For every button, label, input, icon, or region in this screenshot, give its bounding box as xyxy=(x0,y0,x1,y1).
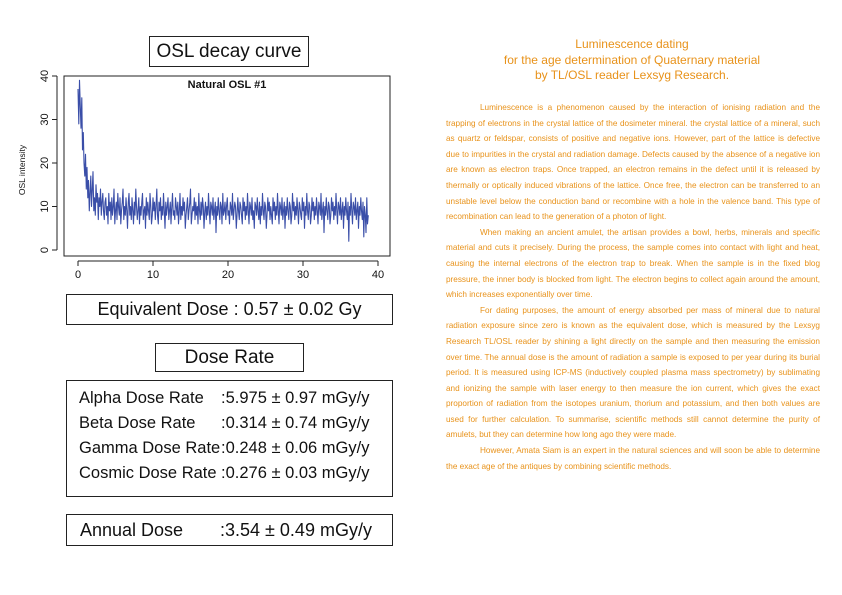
x-tick-label: 40 xyxy=(372,269,384,281)
dose-rate-row: Beta Dose Rate :0.314 ± 0.74 mGy/y xyxy=(79,414,369,433)
dose-rate-title: Dose Rate xyxy=(184,346,275,368)
y-tick-label: 30 xyxy=(39,113,51,125)
dose-rate-value: :0.314 ± 0.74 mGy/y xyxy=(221,414,370,432)
dose-rate-value: :0.276 ± 0.03 mGy/y xyxy=(221,464,370,482)
article-title: Luminescence dating for the age determin… xyxy=(440,37,824,84)
chart-title-box: OSL decay curve xyxy=(149,36,309,67)
x-axis: 0 10 20 30 40 xyxy=(75,260,384,281)
x-tick-label: 0 xyxy=(75,269,81,281)
annual-dose-label: Annual Dose xyxy=(80,520,184,540)
chart-title: OSL decay curve xyxy=(156,40,302,62)
article-body: Luminescence is a phenomenon caused by t… xyxy=(446,100,820,474)
x-tick-label: 20 xyxy=(222,269,234,281)
y-tick-label: 0 xyxy=(39,247,51,253)
article-title-line: by TL/OSL reader Lexsyg Research. xyxy=(534,68,730,82)
dose-rate-label: Alpha Dose Rate xyxy=(79,389,204,407)
article-title-line: for the age determination of Quaternary … xyxy=(503,52,761,67)
dose-rate-row: Alpha Dose Rate :5.975 ± 0.97 mGy/y xyxy=(79,389,369,408)
x-tick-label: 30 xyxy=(297,269,309,281)
dose-rate-row: Cosmic Dose Rate:0.276 ± 0.03 mGy/y xyxy=(79,464,369,483)
equivalent-dose-value: : 0.57 ± 0.02 Gy xyxy=(233,299,362,319)
article-paragraph: Luminescence is a phenomenon caused by t… xyxy=(446,103,820,222)
y-axis: 0 10 20 30 40 xyxy=(39,70,58,253)
article-paragraph: For dating purposes, the amount of energ… xyxy=(446,305,820,440)
dose-rate-title-box: Dose Rate xyxy=(155,343,304,372)
dose-rate-label: Beta Dose Rate xyxy=(79,414,196,432)
article-paragraph: When making an ancient amulet, the artis… xyxy=(446,227,820,300)
dose-rate-table: Alpha Dose Rate :5.975 ± 0.97 mGy/y Beta … xyxy=(66,380,393,497)
plot-frame xyxy=(63,75,391,257)
dose-rate-value: :0.248 ± 0.06 mGy/y xyxy=(221,439,370,457)
dose-rate-value: :5.975 ± 0.97 mGy/y xyxy=(221,389,370,407)
y-tick-label: 20 xyxy=(39,157,51,169)
plot-title: Natural OSL #1 xyxy=(188,79,267,91)
annual-dose-box: Annual Dose :3.54 ± 0.49 mGy/y xyxy=(66,514,393,546)
article-paragraph: However, Amata Siam is an expert in the … xyxy=(446,446,820,471)
y-tick-label: 40 xyxy=(39,70,51,82)
dose-rate-label: Gamma Dose Rate xyxy=(79,439,221,457)
y-axis-label: OSL intensity xyxy=(17,144,27,195)
equivalent-dose-label: Equivalent Dose xyxy=(97,299,229,319)
dose-rate-label: Cosmic Dose Rate xyxy=(79,464,217,482)
y-tick-label: 10 xyxy=(39,200,51,212)
annual-dose-value: :3.54 ± 0.49 mGy/y xyxy=(220,520,372,540)
equivalent-dose-box: Equivalent Dose : 0.57 ± 0.02 Gy xyxy=(66,294,393,325)
osl-series-line xyxy=(77,79,369,242)
dose-rate-row: Gamma Dose Rate:0.248 ± 0.06 mGy/y xyxy=(79,439,369,458)
x-tick-label: 10 xyxy=(147,269,159,281)
article-title-line: Luminescence dating xyxy=(575,37,689,51)
